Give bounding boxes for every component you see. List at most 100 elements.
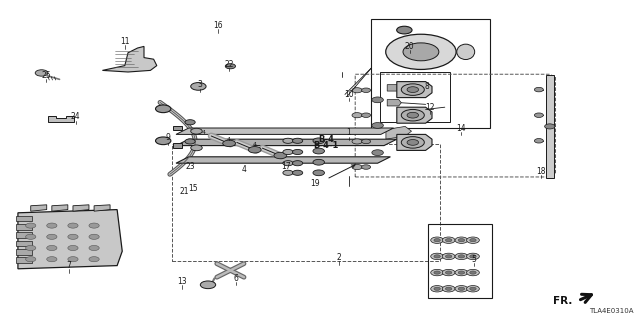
Circle shape: [458, 255, 465, 258]
Text: 4: 4: [202, 130, 205, 135]
Text: 17: 17: [281, 162, 291, 171]
Circle shape: [372, 97, 383, 103]
Circle shape: [431, 285, 444, 292]
Bar: [546, 75, 554, 178]
Circle shape: [455, 269, 468, 276]
Circle shape: [397, 26, 412, 34]
Circle shape: [292, 170, 303, 175]
Circle shape: [431, 253, 444, 260]
Polygon shape: [73, 205, 89, 211]
Polygon shape: [48, 116, 74, 122]
Circle shape: [191, 128, 202, 134]
Text: 14: 14: [456, 124, 466, 132]
Circle shape: [225, 64, 236, 69]
Bar: [16, 232, 32, 238]
Text: 15: 15: [188, 184, 198, 193]
Circle shape: [274, 152, 287, 159]
Circle shape: [68, 245, 78, 251]
Circle shape: [372, 150, 383, 156]
Circle shape: [445, 255, 452, 258]
Circle shape: [534, 139, 543, 143]
Circle shape: [283, 161, 293, 166]
Polygon shape: [18, 210, 122, 269]
Circle shape: [386, 34, 456, 69]
Circle shape: [362, 139, 371, 144]
Polygon shape: [387, 100, 401, 106]
Bar: [380, 72, 450, 122]
Text: B-4-1: B-4-1: [314, 141, 339, 150]
Circle shape: [407, 87, 419, 92]
Circle shape: [470, 239, 476, 242]
Circle shape: [313, 170, 324, 176]
Circle shape: [467, 269, 479, 276]
Circle shape: [156, 105, 171, 113]
Circle shape: [68, 234, 78, 239]
Bar: [428, 224, 492, 298]
Text: 8: 8: [424, 82, 429, 91]
Text: 22: 22: [225, 60, 234, 68]
Circle shape: [467, 253, 479, 260]
Circle shape: [283, 138, 293, 143]
Circle shape: [352, 113, 362, 118]
Circle shape: [26, 257, 36, 262]
Text: 23: 23: [185, 162, 195, 171]
Circle shape: [352, 139, 362, 144]
Text: 5: 5: [471, 255, 476, 264]
Text: 20: 20: [404, 42, 415, 51]
Text: 7: 7: [67, 261, 72, 270]
Circle shape: [47, 245, 57, 251]
Text: 11: 11: [120, 37, 129, 46]
Circle shape: [313, 159, 324, 165]
Circle shape: [26, 234, 36, 239]
Bar: [173, 126, 182, 130]
Circle shape: [534, 87, 543, 92]
Polygon shape: [397, 134, 432, 150]
Text: 24: 24: [70, 112, 81, 121]
Text: 19: 19: [310, 180, 320, 188]
Circle shape: [434, 271, 440, 274]
Circle shape: [470, 255, 476, 258]
Text: 10: 10: [344, 90, 354, 99]
Circle shape: [434, 287, 440, 290]
Circle shape: [434, 255, 440, 258]
Text: B-4: B-4: [319, 135, 334, 144]
Polygon shape: [31, 205, 47, 211]
Circle shape: [401, 137, 424, 148]
Circle shape: [362, 165, 371, 169]
Circle shape: [156, 137, 171, 145]
Bar: [172, 144, 440, 261]
Circle shape: [89, 223, 99, 228]
Circle shape: [352, 164, 362, 170]
Text: 18: 18: [536, 167, 545, 176]
Bar: [371, 19, 490, 128]
Circle shape: [292, 138, 303, 143]
Circle shape: [26, 245, 36, 251]
Text: 6: 6: [233, 274, 238, 283]
Circle shape: [407, 112, 419, 118]
Polygon shape: [102, 46, 157, 72]
Text: FR.: FR.: [554, 296, 573, 306]
Circle shape: [455, 285, 468, 292]
Text: 3: 3: [197, 80, 202, 89]
Circle shape: [445, 287, 452, 290]
Circle shape: [362, 113, 371, 117]
Circle shape: [68, 257, 78, 262]
Text: 13: 13: [177, 277, 188, 286]
Text: 4: 4: [227, 137, 231, 142]
Circle shape: [68, 223, 78, 228]
Circle shape: [403, 43, 439, 61]
Circle shape: [431, 269, 444, 276]
Polygon shape: [52, 205, 68, 211]
Circle shape: [248, 147, 261, 153]
Text: 2: 2: [337, 253, 342, 262]
Ellipse shape: [457, 44, 475, 60]
Bar: [16, 249, 32, 255]
Circle shape: [458, 239, 465, 242]
Bar: [16, 257, 32, 263]
Text: 25: 25: [41, 71, 51, 80]
Polygon shape: [176, 128, 394, 134]
Text: 4: 4: [242, 165, 247, 174]
Circle shape: [407, 140, 419, 145]
Circle shape: [223, 140, 236, 147]
Polygon shape: [176, 157, 390, 163]
